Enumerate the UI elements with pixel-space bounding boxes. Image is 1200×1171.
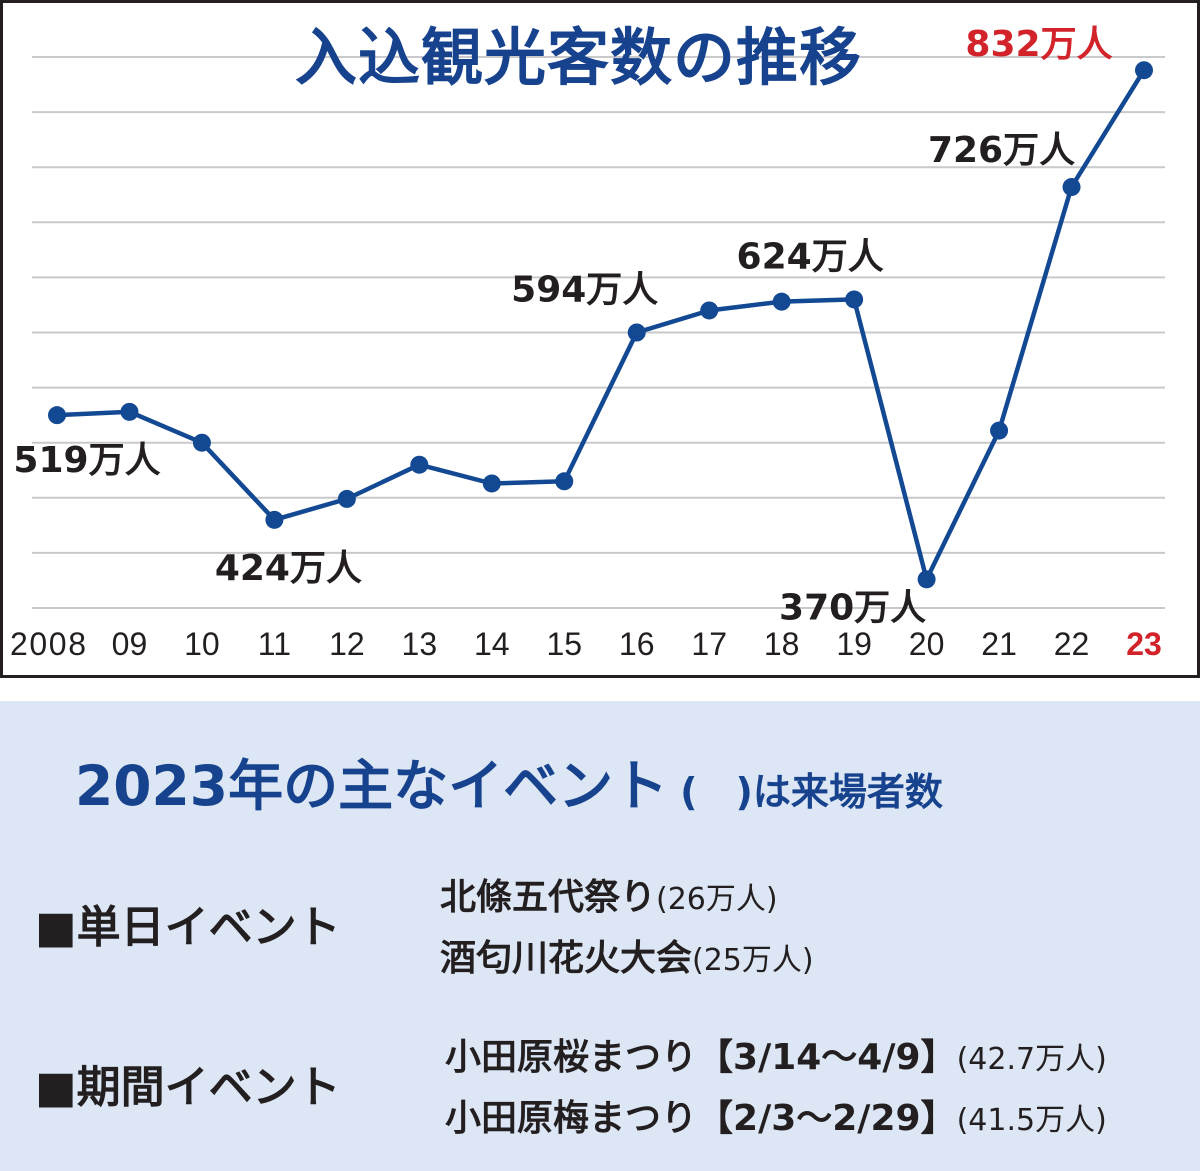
x-tick-label: 14: [474, 626, 510, 662]
events-panel: 2023年の主なイベント( )は来場者数 ■単日イベント 北條五代祭り(26万人…: [0, 701, 1200, 1171]
x-tick-label: 11: [258, 626, 291, 662]
line-chart: 519万人 424万人 594万人 624万人 370万人 726万人 832万人 2008…: [0, 0, 1200, 678]
event-visitors: (41.5万人): [956, 1103, 1107, 1138]
data-point: [265, 510, 284, 529]
event-item: 北條五代祭り(26万人): [440, 868, 778, 920]
x-tick-label: 19: [836, 626, 872, 662]
point-label: 519万人: [13, 440, 160, 481]
series-line: [56, 69, 1146, 582]
data-point: [845, 290, 864, 309]
point-label: 726万人: [928, 130, 1075, 171]
event-item: 酒匂川花火大会(25万人): [440, 929, 814, 981]
data-point: [700, 301, 719, 320]
event-name: 北條五代祭り: [440, 877, 657, 918]
event-visitors: (26万人): [656, 882, 778, 917]
event-visitors: (42.7万人): [956, 1042, 1107, 1077]
events-heading-main: 2023年の主なイベント: [75, 754, 669, 818]
data-point: [917, 570, 936, 589]
event-item: 小田原桜まつり【3/14〜4/9】(42.7万人): [445, 1028, 1107, 1080]
x-tick-label: 13: [402, 626, 438, 662]
data-point: [1062, 178, 1081, 197]
data-point: [990, 421, 1009, 440]
period-events-label: ■期間イベント: [35, 1051, 341, 1115]
point-label: 424万人: [215, 548, 362, 589]
event-item: 小田原梅まつり【2/3〜2/29】(41.5万人): [445, 1089, 1107, 1141]
point-label: 370万人: [779, 587, 926, 628]
point-label: 594万人: [511, 270, 658, 311]
x-tick-label: 20: [909, 626, 945, 662]
data-point: [482, 474, 501, 493]
x-tick-label: 15: [546, 626, 582, 662]
data-point: [1135, 61, 1153, 80]
data-point: [555, 472, 574, 491]
data-point: [192, 433, 211, 452]
data-point: [120, 402, 139, 421]
x-tick-label: 17: [691, 626, 727, 662]
single-day-events-label: ■単日イベント: [35, 891, 341, 955]
point-label: 624万人: [737, 236, 884, 277]
data-point: [410, 455, 429, 474]
x-tick-label: 10: [184, 626, 220, 662]
x-tick-label: 23: [1126, 626, 1162, 662]
group-label-text: ■期間イベント: [35, 1062, 341, 1113]
data-point: [337, 489, 356, 508]
event-name: 酒匂川花火大会: [440, 938, 693, 979]
x-tick-label: 2008: [10, 626, 86, 662]
data-point: [627, 323, 646, 342]
chart-frame: 519万人 424万人 594万人 624万人 370万人 726万人 832万人 2008…: [0, 0, 1200, 678]
events-heading: 2023年の主なイベント( )は来場者数: [75, 741, 943, 821]
events-heading-paren: ( ): [680, 770, 753, 814]
point-label: 832万人: [965, 24, 1112, 65]
x-tick-label: 21: [981, 626, 1017, 662]
x-tick-label: 09: [112, 626, 148, 662]
event-visitors: (25万人): [692, 943, 814, 978]
event-name: 小田原梅まつり: [445, 1098, 698, 1139]
group-label-text: ■単日イベント: [35, 902, 341, 953]
x-tick-label: 18: [764, 626, 800, 662]
event-name: 小田原桜まつり: [445, 1037, 698, 1078]
events-heading-note: は来場者数: [752, 770, 943, 814]
x-tick-label: 12: [329, 626, 365, 662]
chart-title: 入込観光客数の推移: [295, 21, 863, 94]
x-tick-label: 22: [1054, 626, 1090, 662]
data-point: [772, 292, 791, 311]
data-point: [48, 406, 66, 425]
event-period: 【3/14〜4/9】: [697, 1037, 957, 1078]
event-period: 【2/3〜2/29】: [697, 1098, 957, 1139]
x-tick-label: 16: [619, 626, 655, 662]
